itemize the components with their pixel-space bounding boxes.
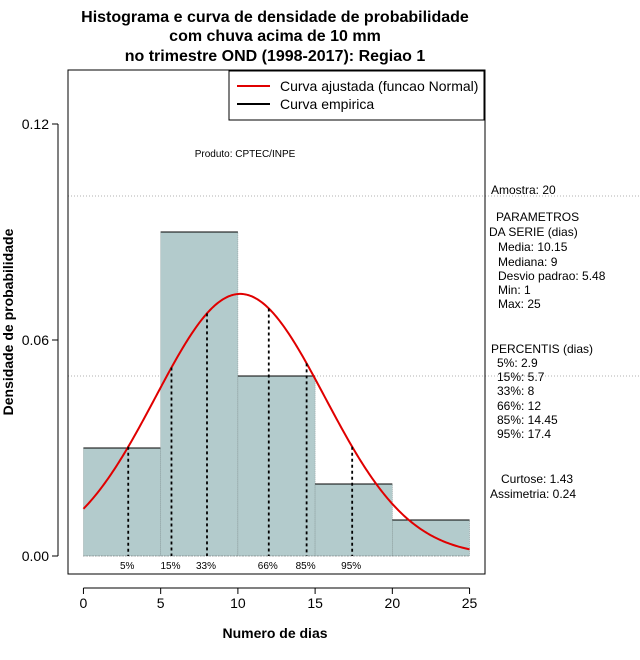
percentile-label-3: 66% xyxy=(258,561,278,572)
percentil-5: 5%: 2.9 xyxy=(497,356,538,370)
chart-title-line-3: no trimestre OND (1998-2017): Regiao 1 xyxy=(125,48,426,65)
x-tick-label-0: 0 xyxy=(80,595,88,611)
plot-frame xyxy=(67,69,486,575)
chart-title-line-2: com chuva acima de 10 mm xyxy=(169,28,381,45)
x-axis: 0 5 10 15 20 25 xyxy=(80,587,478,611)
y-axis-label: Densidade de probabilidade xyxy=(0,228,16,415)
percentil-95: 95%: 17.4 xyxy=(497,427,551,441)
legend: Curva ajustada (funcao Normal) Curva emp… xyxy=(228,70,485,121)
percentile-lines: 5% 15% 33% 66% 85% 95% xyxy=(120,308,361,572)
histogram-bar-2 xyxy=(237,375,316,557)
produto-annotation: Produto: CPTEC/INPE xyxy=(195,149,296,160)
legend-box xyxy=(228,70,485,121)
percentile-label-1: 15% xyxy=(160,561,180,572)
x-tick-label-2: 10 xyxy=(230,595,246,611)
percentile-label-5: 95% xyxy=(341,561,361,572)
legend-label-fitted: Curva ajustada (funcao Normal) xyxy=(280,78,478,94)
percentile-label-2: 33% xyxy=(196,561,216,572)
param-mediana: Mediana: 9 xyxy=(498,255,558,269)
histogram-bars xyxy=(83,231,470,557)
histogram-bar-4 xyxy=(392,519,470,557)
statistics-panel: Amostra: 20 PARAMETROS DA SERIE (dias) M… xyxy=(489,183,606,501)
param-media: Media: 10.15 xyxy=(498,240,568,254)
x-tick-label-3: 15 xyxy=(307,595,323,611)
sample-size: Amostra: 20 xyxy=(491,183,556,197)
percentile-label-4: 85% xyxy=(296,561,316,572)
param-desvio: Desvio padrao: 5.48 xyxy=(498,269,606,283)
y-tick-label-0: 0.00 xyxy=(22,548,49,564)
percentil-15: 15%: 5.7 xyxy=(497,370,545,384)
percentile-label-0: 5% xyxy=(120,561,135,572)
curtose: Curtose: 1.43 xyxy=(501,472,573,486)
x-tick-label-1: 5 xyxy=(157,595,165,611)
x-tick-label-4: 20 xyxy=(385,595,401,611)
parameters-title-1: PARAMETROS xyxy=(496,210,579,224)
normal-curve xyxy=(82,292,470,551)
x-tick-label-5: 25 xyxy=(462,595,478,611)
percentil-85: 85%: 14.45 xyxy=(497,413,558,427)
percentil-33: 33%: 8 xyxy=(497,384,535,398)
normal-curve-layer xyxy=(82,292,470,551)
chart-title-line-1: Histograma e curva de densidade de proba… xyxy=(81,9,469,26)
x-axis-label: Numero de dias xyxy=(222,625,327,641)
param-min: Min: 1 xyxy=(498,283,531,297)
percentis-title: PERCENTIS (dias) xyxy=(491,342,593,356)
parameters-title-2: DA SERIE (dias) xyxy=(489,225,578,239)
legend-label-empirical: Curva empirica xyxy=(280,96,374,112)
param-max: Max: 25 xyxy=(498,297,541,311)
grid-lines xyxy=(68,195,640,377)
y-tick-label-1: 0.06 xyxy=(22,332,49,348)
percentil-66: 66%: 12 xyxy=(497,399,541,413)
y-axis: 0.00 0.06 0.12 xyxy=(22,116,59,564)
y-tick-label-2: 0.12 xyxy=(22,116,49,132)
assimetria: Assimetria: 0.24 xyxy=(490,487,576,501)
histogram-bar-0 xyxy=(83,447,161,557)
histogram-bar-3 xyxy=(314,483,393,557)
